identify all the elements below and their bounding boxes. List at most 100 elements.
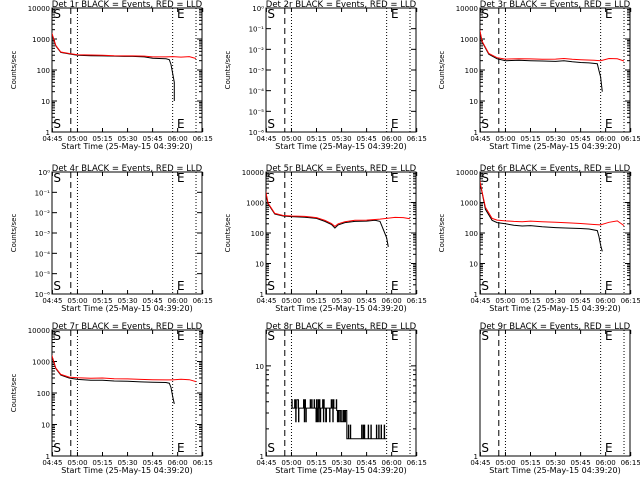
start-marker-S: S	[267, 329, 275, 343]
y-tick-label: 1000	[460, 36, 478, 44]
plot-frame	[51, 7, 203, 133]
x-tick-label: 05:30	[331, 297, 351, 305]
chart-title: Det 4r BLACK = Events, RED = LLD	[52, 164, 203, 174]
y-tick-label: 100	[251, 230, 264, 238]
lld-series-line	[266, 190, 411, 228]
y-axis-label: Counts/sec	[10, 51, 18, 90]
x-tick-label: 04:45	[256, 459, 276, 467]
plot-frame	[479, 329, 631, 457]
x-tick-label: 04:45	[42, 135, 62, 143]
end-marker-E: E	[177, 441, 185, 455]
x-tick-label: 06:15	[621, 135, 640, 143]
x-tick-label: 06:15	[193, 135, 213, 143]
x-tick-label: 04:45	[42, 459, 62, 467]
y-tick-label: 1000	[460, 200, 478, 208]
x-tick-label: 06:15	[407, 459, 427, 467]
events-series-line	[52, 32, 175, 101]
x-tick-label: 05:00	[495, 459, 515, 467]
x-tick-label: 06:00	[382, 297, 402, 305]
x-tick-label: 05:45	[143, 297, 163, 305]
y-tick-label: 10⁻⁵	[249, 108, 265, 116]
panel-det-2: Det 2r BLACK = Events, RED = LLD Start Ti…	[224, 0, 427, 151]
events-series-line	[52, 354, 175, 405]
x-tick-label: 04:45	[256, 135, 276, 143]
plot-frame	[265, 171, 417, 295]
x-tick-label: 05:45	[357, 459, 377, 467]
y-tick-label: 10⁻⁶	[249, 129, 265, 137]
end-marker-E: E	[605, 441, 613, 455]
y-tick-label: 10000	[242, 169, 264, 177]
x-tick-label: 05:15	[92, 297, 112, 305]
panel-det-8: Det 8r BLACK = Events, RED = LLD Start Ti…	[255, 322, 427, 475]
start-marker-S: S	[481, 117, 489, 131]
x-tick-label: 05:15	[520, 135, 540, 143]
lld-series-line	[480, 179, 625, 227]
y-tick-label: 1	[474, 453, 478, 461]
y-axis-label: Counts/sec	[224, 51, 232, 90]
start-marker-S: S	[481, 329, 489, 343]
y-axis-label: Counts/sec	[438, 51, 446, 90]
end-marker-E: E	[391, 7, 399, 21]
plot-frame	[479, 7, 631, 133]
x-tick-label: 06:15	[407, 135, 427, 143]
start-marker-S: S	[267, 279, 275, 293]
chart-title: Det 2r BLACK = Events, RED = LLD	[266, 0, 417, 10]
chart-title: Det 3r BLACK = Events, RED = LLD	[480, 0, 631, 10]
events-series-line	[480, 29, 603, 92]
x-tick-label: 05:45	[571, 135, 591, 143]
x-tick-label: 05:00	[67, 135, 87, 143]
y-tick-label: 10⁻²	[249, 46, 265, 54]
x-tick-label: 06:00	[168, 297, 188, 305]
x-tick-label: 04:45	[256, 297, 276, 305]
panel-det-7: Det 7r BLACK = Events, RED = LLD Start Ti…	[10, 322, 213, 475]
y-tick-label: 100	[37, 67, 50, 75]
y-tick-label: 1	[46, 129, 50, 137]
start-marker-S: S	[53, 117, 61, 131]
y-tick-label: 1	[260, 453, 264, 461]
x-tick-label: 05:45	[357, 297, 377, 305]
plot-frame	[265, 7, 417, 133]
x-tick-label: 05:15	[306, 459, 326, 467]
x-tick-label: 05:30	[545, 297, 565, 305]
y-tick-label: 10	[469, 98, 478, 106]
start-marker-S: S	[481, 7, 489, 21]
y-tick-label: 100	[465, 230, 478, 238]
x-axis-label: Start Time (25-May-15 04:39:20)	[61, 304, 192, 313]
y-tick-label: 10	[41, 98, 50, 106]
panel-det-4: Det 4r BLACK = Events, RED = LLD Start Ti…	[10, 164, 213, 313]
x-tick-label: 06:15	[193, 459, 213, 467]
y-tick-label: 10⁻⁶	[35, 291, 51, 299]
y-tick-label: 10	[41, 422, 50, 430]
y-tick-label: 10⁻¹	[249, 26, 265, 34]
y-axis-label: Counts/sec	[224, 214, 232, 253]
y-tick-label: 1	[474, 129, 478, 137]
x-axis-label: Start Time (25-May-15 04:39:20)	[275, 304, 406, 313]
panel-det-5: Det 5r BLACK = Events, RED = LLD Start Ti…	[224, 164, 427, 313]
plot-frame	[51, 329, 203, 457]
y-tick-label: 10⁰	[252, 5, 264, 13]
x-tick-label: 05:45	[571, 459, 591, 467]
lld-series-line	[52, 32, 197, 59]
y-tick-label: 10⁻²	[35, 210, 51, 218]
panel-det-6: Det 6r BLACK = Events, RED = LLD Start Ti…	[438, 164, 640, 313]
x-axis-label: Start Time (25-May-15 04:39:20)	[61, 466, 192, 475]
events-series-line	[480, 179, 603, 252]
y-tick-label: 10000	[456, 169, 478, 177]
x-tick-label: 06:00	[168, 135, 188, 143]
x-tick-label: 06:00	[382, 135, 402, 143]
chart-title: Det 9r BLACK = Events, RED = LLD	[480, 322, 631, 332]
x-tick-label: 06:15	[193, 297, 213, 305]
x-tick-label: 06:15	[621, 297, 640, 305]
y-tick-label: 10⁻³	[249, 67, 265, 75]
x-tick-label: 05:30	[117, 135, 137, 143]
lld-series-line	[480, 28, 625, 62]
x-tick-label: 05:45	[357, 135, 377, 143]
chart-title: Det 8r BLACK = Events, RED = LLD	[266, 322, 417, 332]
y-axis-label: Counts/sec	[438, 214, 446, 253]
chart-title: Det 7r BLACK = Events, RED = LLD	[52, 322, 203, 332]
chart-title: Det 1r BLACK = Events, RED = LLD	[52, 0, 203, 10]
start-marker-S: S	[53, 7, 61, 21]
start-marker-S: S	[481, 279, 489, 293]
y-axis-label: Counts/sec	[10, 374, 18, 413]
x-tick-label: 05:00	[67, 459, 87, 467]
